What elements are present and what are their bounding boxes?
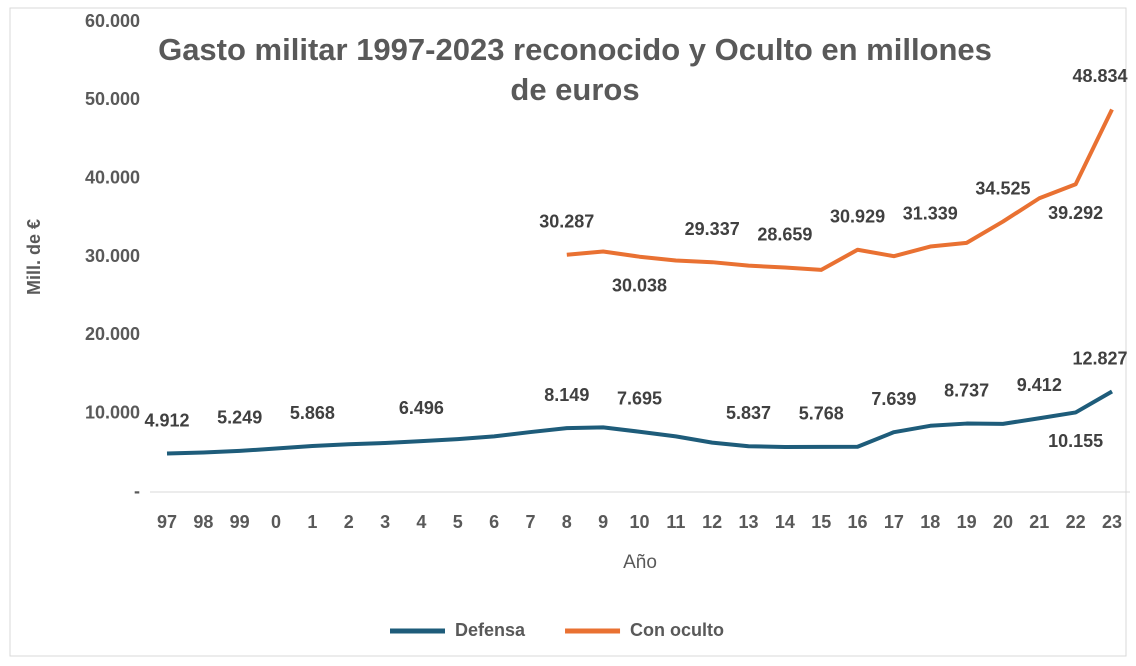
y-tick-label: 20.000 <box>85 324 140 344</box>
data-label: 5.837 <box>726 403 771 423</box>
x-tick-label: 18 <box>920 512 940 532</box>
x-tick-label: 4 <box>416 512 426 532</box>
x-tick-label: 0 <box>271 512 281 532</box>
data-label: 5.868 <box>290 403 335 423</box>
y-tick-label: 40.000 <box>85 167 140 187</box>
x-tick-label: 19 <box>957 512 977 532</box>
x-tick-label: 20 <box>993 512 1013 532</box>
x-tick-label: 1 <box>307 512 317 532</box>
data-label: 9.412 <box>1017 375 1062 395</box>
x-tick-label: 2 <box>344 512 354 532</box>
data-label: 39.292 <box>1048 203 1103 223</box>
data-label: 48.834 <box>1072 66 1127 86</box>
x-tick-label: 23 <box>1102 512 1122 532</box>
data-label: 8.737 <box>944 380 989 400</box>
x-tick-label: 8 <box>562 512 572 532</box>
x-tick-label: 17 <box>884 512 904 532</box>
x-tick-label: 21 <box>1029 512 1049 532</box>
data-label: 8.149 <box>544 385 589 405</box>
y-axis-title: Mill. de € <box>24 219 44 295</box>
x-tick-label: 9 <box>598 512 608 532</box>
x-tick-label: 10 <box>629 512 649 532</box>
x-axis-title: Año <box>623 552 657 573</box>
x-tick-label: 12 <box>702 512 722 532</box>
x-tick-label: 3 <box>380 512 390 532</box>
y-tick-label: 60.000 <box>85 11 140 31</box>
legend-label: Defensa <box>455 620 526 640</box>
x-tick-label: 13 <box>739 512 759 532</box>
x-tick-label: 11 <box>666 512 685 532</box>
data-label: 7.639 <box>871 389 916 409</box>
data-label: 29.337 <box>685 219 740 239</box>
x-tick-label: 22 <box>1066 512 1086 532</box>
legend-label: Con oculto <box>630 620 724 640</box>
data-label: 5.768 <box>799 404 844 424</box>
data-label: 4.912 <box>144 410 189 430</box>
data-label: 30.287 <box>539 212 594 232</box>
chart-border <box>9 7 1127 657</box>
data-label: 30.038 <box>612 275 667 295</box>
y-tick-label: 50.000 <box>85 89 140 109</box>
data-label: 31.339 <box>903 203 958 223</box>
data-label: 34.525 <box>975 178 1030 198</box>
x-tick-label: 5 <box>453 512 463 532</box>
data-label: 10.155 <box>1048 431 1103 451</box>
x-tick-label: 7 <box>525 512 535 532</box>
data-label: 12.827 <box>1072 348 1127 368</box>
x-tick-label: 15 <box>811 512 831 532</box>
data-label: 7.695 <box>617 388 662 408</box>
data-label: 28.659 <box>757 224 812 244</box>
x-tick-label: 98 <box>193 512 213 532</box>
line-series <box>566 108 1114 272</box>
y-tick-label: 10.000 <box>85 402 140 422</box>
data-label: 6.496 <box>399 398 444 418</box>
x-tick-label: 6 <box>489 512 499 532</box>
x-tick-label: 97 <box>157 512 177 532</box>
chart-title: Gasto militar 1997-2023 reconocido y Ocu… <box>158 32 992 107</box>
x-tick-label: 14 <box>775 512 795 532</box>
x-tick-label: 16 <box>848 512 868 532</box>
data-label: 5.249 <box>217 408 262 428</box>
y-tick-label: 30.000 <box>85 246 140 266</box>
data-label: 30.929 <box>830 206 885 226</box>
x-tick-label: 99 <box>230 512 250 532</box>
line-series <box>166 389 1113 456</box>
y-tick-label: - <box>134 481 140 501</box>
